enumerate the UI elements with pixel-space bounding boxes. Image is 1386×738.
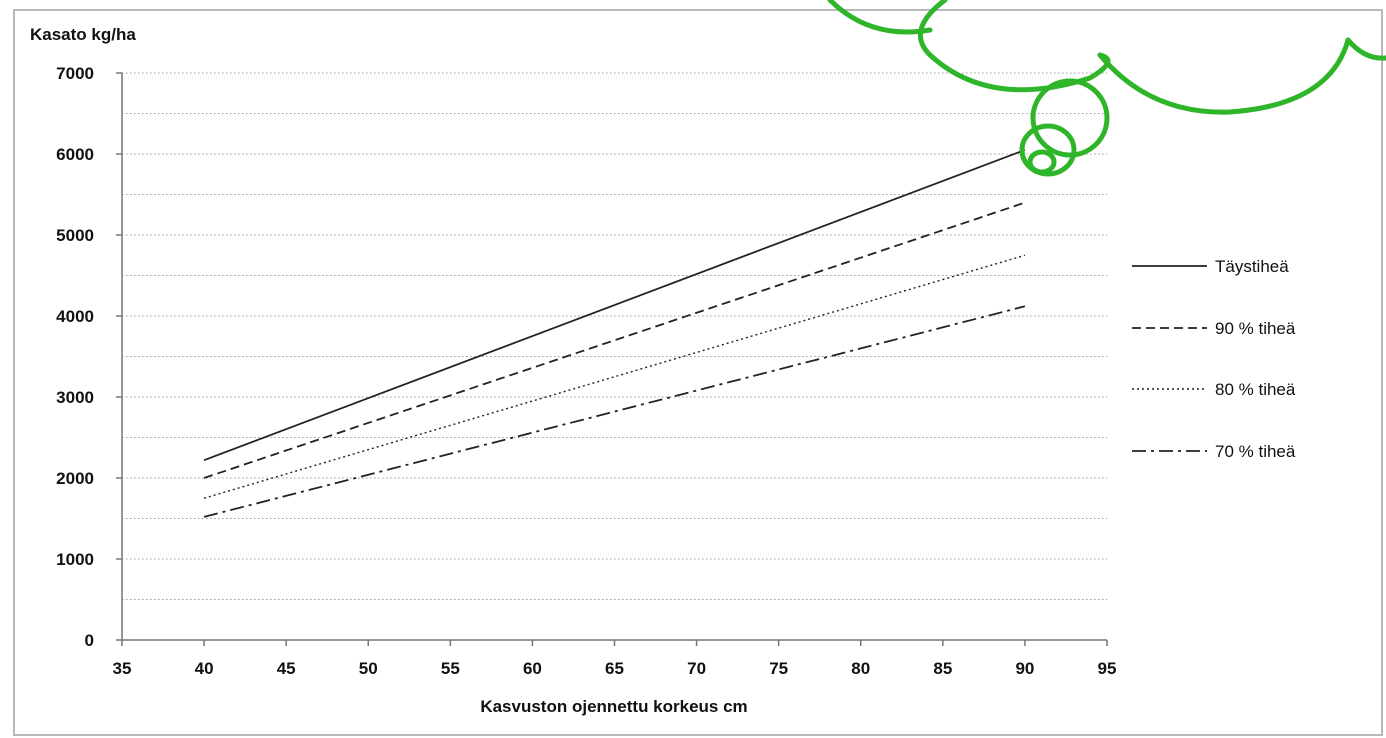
- x-tick-label: 55: [441, 659, 460, 678]
- x-tick-label: 40: [195, 659, 214, 678]
- y-tick-label: 3000: [56, 388, 94, 407]
- x-tick-label: 80: [851, 659, 870, 678]
- y-tick-label: 6000: [56, 145, 94, 164]
- y-tick-label: 5000: [56, 226, 94, 245]
- y-tick-label: 7000: [56, 64, 94, 83]
- series-line-3: [203, 254, 1026, 499]
- y-tick-label: 2000: [56, 469, 94, 488]
- y-tick-label: 0: [85, 631, 94, 650]
- x-tick-label: 85: [933, 659, 952, 678]
- decorative-cloud-icon: [827, 0, 1386, 177]
- y-tick-label: 1000: [56, 550, 94, 569]
- x-tick-label: 35: [113, 659, 132, 678]
- grid: [122, 72, 1107, 600]
- x-tick-label: 90: [1015, 659, 1034, 678]
- y-tick-label: 4000: [56, 307, 94, 326]
- chart-frame: [13, 9, 1383, 736]
- series-line-2: [203, 201, 1026, 479]
- x-tick-label: 45: [277, 659, 296, 678]
- y-ticks: 0 1000 2000 3000 4000 5000 6000 7000: [56, 64, 122, 650]
- x-tick-label: 65: [605, 659, 624, 678]
- legend-label: 80 % tiheä: [1215, 380, 1296, 399]
- x-tick-label: 60: [523, 659, 542, 678]
- x-ticks: 35 40 45 50 55 60 65 70 75 80 85 90 95: [113, 640, 1117, 678]
- x-tick-label: 95: [1098, 659, 1117, 678]
- series-line-1: [203, 149, 1026, 462]
- chart-title: Kasato kg/ha: [30, 25, 136, 44]
- legend-label: 70 % tiheä: [1215, 442, 1296, 461]
- x-tick-label: 75: [769, 659, 788, 678]
- legend: Täystiheä 90 % tiheä 80 % tiheä 70 % tiheä: [1132, 257, 1296, 461]
- x-tick-label: 50: [359, 659, 378, 678]
- x-tick-label: 70: [687, 659, 706, 678]
- series: [203, 149, 1026, 518]
- legend-label: Täystiheä: [1215, 257, 1289, 276]
- series-line-4: [203, 305, 1026, 518]
- x-axis-label: Kasvuston ojennettu korkeus cm: [480, 697, 747, 716]
- legend-label: 90 % tiheä: [1215, 319, 1296, 338]
